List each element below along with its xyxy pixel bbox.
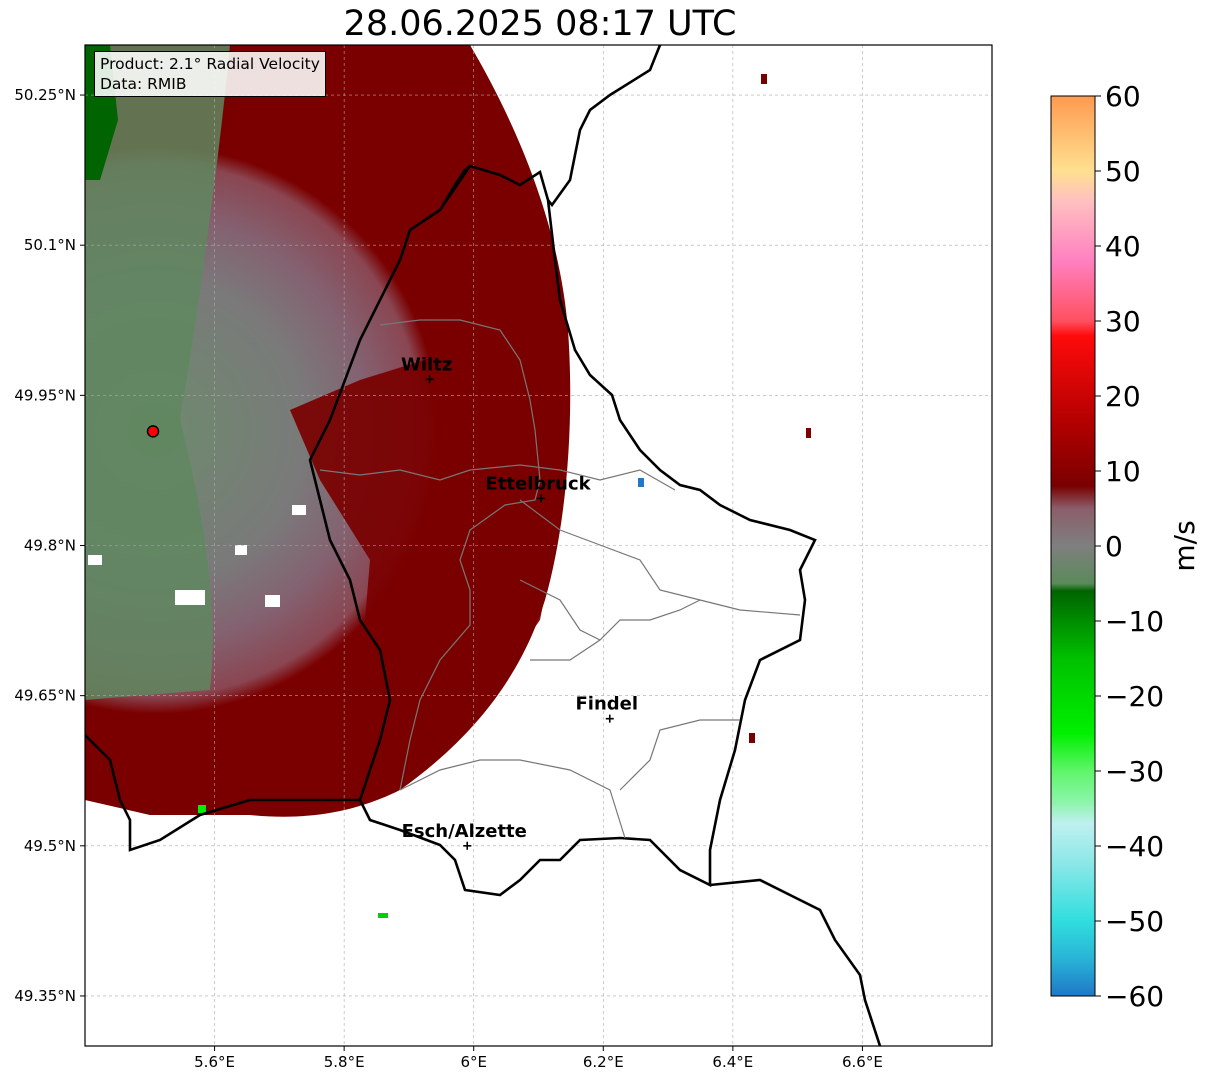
national-borders	[85, 45, 882, 1046]
city-marker: Findel	[575, 694, 638, 723]
city-marker: Ettelbruck	[486, 473, 592, 503]
product-label: Product: 2.1° Radial Velocity	[100, 55, 320, 73]
city-plus-icon	[425, 375, 434, 384]
city-plus-icon	[463, 841, 472, 850]
city-label: Ettelbruck	[486, 473, 592, 494]
product-info-box: Product: 2.1° Radial Velocity Data: RMIB	[94, 51, 326, 97]
city-marker: Esch/Alzette	[402, 821, 527, 850]
data-source-label: Data: RMIB	[100, 75, 187, 93]
colorbar-tick-label: −40	[1105, 830, 1164, 863]
colorbar-tick-label: 0	[1105, 530, 1123, 563]
colorbar-tick-label: 30	[1105, 305, 1141, 338]
lat-tick-label: 49.65°N	[14, 687, 76, 705]
colorbar-tick-label: 60	[1105, 80, 1141, 113]
city-marker: Wiltz	[401, 354, 452, 384]
city-plus-icon	[605, 714, 614, 723]
white-gaps	[88, 505, 306, 607]
lat-tick-label: 49.5°N	[24, 837, 76, 855]
lat-tick-label: 50.25°N	[14, 86, 76, 104]
lat-tick-label: 50.1°N	[24, 236, 76, 254]
lon-tick-label: 5.8°E	[324, 1053, 365, 1071]
inner-fold-band	[290, 330, 560, 780]
lon-tick-label: 6°E	[460, 1053, 487, 1071]
map-gridlines	[85, 45, 992, 1046]
colorbar-tick-label: 50	[1105, 155, 1141, 188]
canton-borders	[319, 319, 801, 839]
lon-tick-label: 6.6°E	[842, 1053, 883, 1071]
colorbar-unit: m/s	[1168, 520, 1201, 571]
city-layer: Wiltz Ettelbruck Findel Esch/Alzette	[401, 354, 638, 850]
colorbar-tick-label: −20	[1105, 680, 1164, 713]
plot-area: Wiltz Ettelbruck Findel Esch/Alzette	[85, 45, 992, 1046]
city-label: Esch/Alzette	[402, 821, 527, 842]
lat-axis: 50.25°N 50.1°N 49.95°N 49.8°N 49.65°N 49.5°N 4…	[14, 86, 85, 1005]
colorbar: 60 50 40 30 20 10 0 −10 −20 −30 −40 −50 −60 m/s	[1050, 80, 1201, 1013]
lon-tick-label: 6.4°E	[712, 1053, 753, 1071]
map-title: 28.06.2025 08:17 UTC	[343, 4, 737, 44]
colorbar-ticks: 60 50 40 30 20 10 0 −10 −20 −30 −40 −50 −60	[1095, 80, 1164, 1013]
lat-tick-label: 49.8°N	[24, 537, 76, 555]
colorbar-tick-label: −30	[1105, 755, 1164, 788]
colorbar-tick-label: −50	[1105, 905, 1164, 938]
lat-tick-label: 49.95°N	[14, 386, 76, 404]
colorbar-tick-label: 10	[1105, 455, 1141, 488]
city-label: Wiltz	[401, 354, 452, 375]
colorbar-gradient	[1050, 95, 1096, 997]
isolated-echoes	[198, 74, 811, 918]
colorbar-tick-label: 20	[1105, 380, 1141, 413]
lon-tick-label: 5.6°E	[194, 1053, 235, 1071]
colorbar-tick-label: −60	[1105, 980, 1164, 1013]
lon-axis: 5.6°E 5.8°E 6°E 6.2°E 6.4°E 6.6°E	[194, 1046, 883, 1071]
lon-tick-label: 6.2°E	[583, 1053, 624, 1071]
lat-tick-label: 49.35°N	[14, 987, 76, 1005]
luxembourg-border	[308, 164, 817, 897]
colorbar-tick-label: −10	[1105, 605, 1164, 638]
radar-echo	[85, 45, 811, 918]
green-sector	[85, 45, 230, 700]
radar-site-marker	[146, 425, 160, 438]
radar-site-icon	[146, 425, 160, 438]
colorbar-tick-label: 40	[1105, 230, 1141, 263]
city-plus-icon	[537, 494, 546, 503]
city-label: Findel	[575, 694, 638, 715]
